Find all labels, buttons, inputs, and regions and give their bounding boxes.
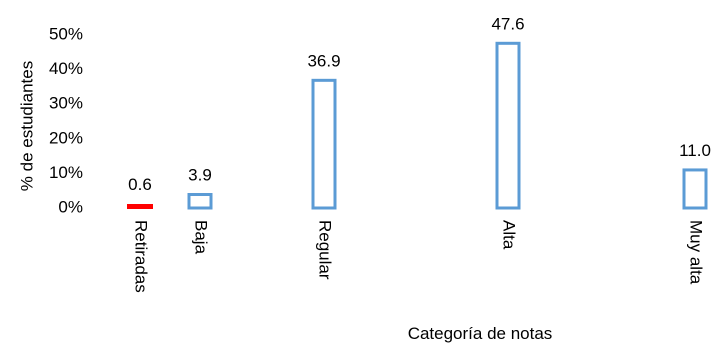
y-tick-label: 20% [49, 128, 83, 147]
bar [313, 80, 335, 208]
y-tick-labels: 0% 10% 20% 30% 40% 50% [49, 24, 83, 216]
y-tick-label: 0% [58, 197, 83, 216]
bar [127, 204, 153, 209]
category-label: Alta [500, 220, 519, 250]
data-labels: 0.6 3.9 36.9 47.6 11.0 [128, 14, 711, 194]
x-axis-title: Categoría de notas [408, 324, 553, 343]
bars [127, 43, 706, 209]
category-label: Retiradas [132, 220, 151, 293]
y-tick-label: 40% [49, 59, 83, 78]
data-label: 11.0 [679, 141, 711, 160]
category-label: Baja [192, 220, 211, 255]
category-label: Regular [316, 220, 335, 280]
category-labels: Retiradas Baja Regular Alta Muy alta [132, 220, 706, 293]
bar [497, 43, 519, 208]
data-label: 47.6 [491, 14, 524, 33]
bar [189, 195, 211, 208]
category-label: Muy alta [687, 220, 706, 285]
data-label: 0.6 [128, 175, 152, 194]
y-tick-label: 30% [49, 94, 83, 113]
y-tick-label: 50% [49, 24, 83, 43]
data-label: 3.9 [188, 166, 212, 185]
bar [684, 170, 706, 208]
y-axis-title: % de estudiantes [17, 61, 36, 191]
y-tick-label: 10% [49, 163, 83, 182]
data-label: 36.9 [307, 51, 340, 70]
